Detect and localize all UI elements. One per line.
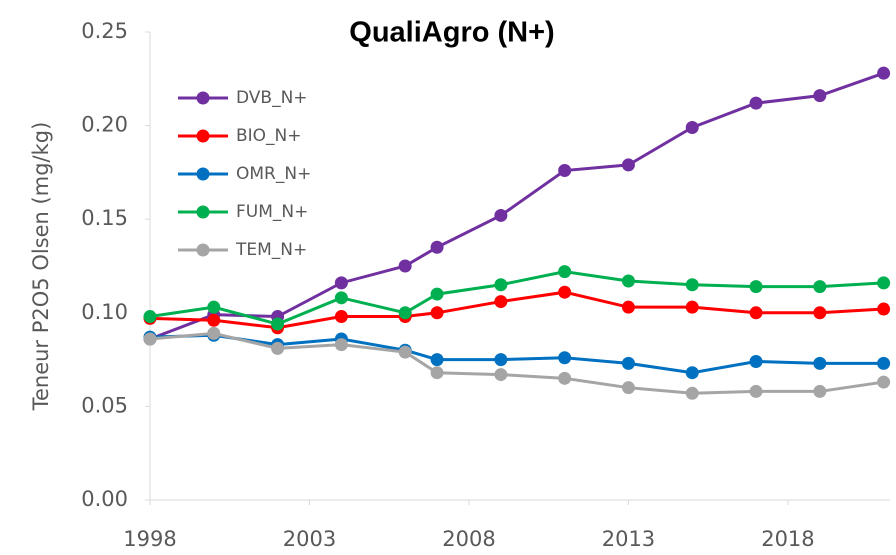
data-point xyxy=(334,291,348,305)
data-point xyxy=(271,317,285,331)
data-point xyxy=(430,240,444,254)
series-line xyxy=(149,333,884,375)
y-tick-label: 0.25 xyxy=(81,19,128,43)
data-point xyxy=(813,306,827,320)
data-point xyxy=(271,341,285,355)
series-line xyxy=(149,290,884,330)
data-point xyxy=(621,158,635,172)
data-point xyxy=(334,338,348,352)
data-point xyxy=(494,208,508,222)
x-tick-label: 2003 xyxy=(283,527,336,551)
data-point xyxy=(621,356,635,370)
legend-label: BIO_N+ xyxy=(236,126,302,146)
data-point xyxy=(558,351,572,365)
legend-marker xyxy=(196,243,210,257)
y-tick-label: 0.15 xyxy=(81,206,128,230)
data-point xyxy=(143,332,157,346)
data-point xyxy=(494,278,508,292)
data-point xyxy=(749,280,763,294)
data-point xyxy=(207,326,221,340)
legend-label: OMR_N+ xyxy=(236,164,311,184)
data-point xyxy=(398,259,412,273)
data-point xyxy=(398,306,412,320)
data-point xyxy=(430,287,444,301)
legend-label: TEM_N+ xyxy=(235,240,307,260)
data-point xyxy=(398,345,412,359)
x-tick-label: 2018 xyxy=(761,527,814,551)
data-point xyxy=(877,356,891,370)
data-point xyxy=(430,306,444,320)
data-point xyxy=(877,302,891,316)
y-tick-label: 0.05 xyxy=(81,393,128,417)
data-point xyxy=(749,384,763,398)
y-tick-label: 0.00 xyxy=(81,487,128,511)
legend-label: DVB_N+ xyxy=(236,88,308,108)
data-point xyxy=(558,164,572,178)
data-point xyxy=(143,310,157,324)
chart-title: QualiAgro (N+) xyxy=(349,17,554,49)
data-point xyxy=(813,356,827,370)
data-point xyxy=(621,381,635,395)
data-point xyxy=(877,66,891,80)
data-point xyxy=(494,295,508,309)
x-tick-label: 1998 xyxy=(123,527,176,551)
data-point xyxy=(430,353,444,367)
data-point xyxy=(621,300,635,314)
data-point xyxy=(685,386,699,400)
data-point xyxy=(749,354,763,368)
data-point xyxy=(334,276,348,290)
data-point xyxy=(558,371,572,385)
data-point xyxy=(749,306,763,320)
legend-marker xyxy=(196,129,210,143)
y-tick-label: 0.10 xyxy=(81,300,128,324)
data-point xyxy=(813,384,827,398)
legend-label: FUM_N+ xyxy=(236,202,308,222)
data-point xyxy=(813,280,827,294)
data-point xyxy=(877,375,891,389)
legend-marker xyxy=(196,91,210,105)
data-point xyxy=(430,366,444,380)
data-point xyxy=(494,353,508,367)
data-point xyxy=(685,120,699,134)
data-point xyxy=(558,285,572,299)
data-point xyxy=(685,366,699,380)
data-point xyxy=(749,96,763,110)
legend-marker xyxy=(196,205,210,219)
legend-marker xyxy=(196,167,210,181)
data-point xyxy=(877,276,891,290)
data-point xyxy=(207,300,221,314)
data-point xyxy=(685,300,699,314)
data-point xyxy=(813,89,827,103)
data-point xyxy=(558,265,572,279)
x-tick-label: 2013 xyxy=(602,527,655,551)
data-point xyxy=(685,278,699,292)
data-point xyxy=(334,310,348,324)
data-point xyxy=(494,368,508,382)
x-tick-label: 2008 xyxy=(442,527,495,551)
y-axis-label: Teneur P2O5 Olsen (mg/kg) xyxy=(29,122,53,412)
y-tick-label: 0.20 xyxy=(81,113,128,137)
data-point xyxy=(207,313,221,327)
data-point xyxy=(621,274,635,288)
